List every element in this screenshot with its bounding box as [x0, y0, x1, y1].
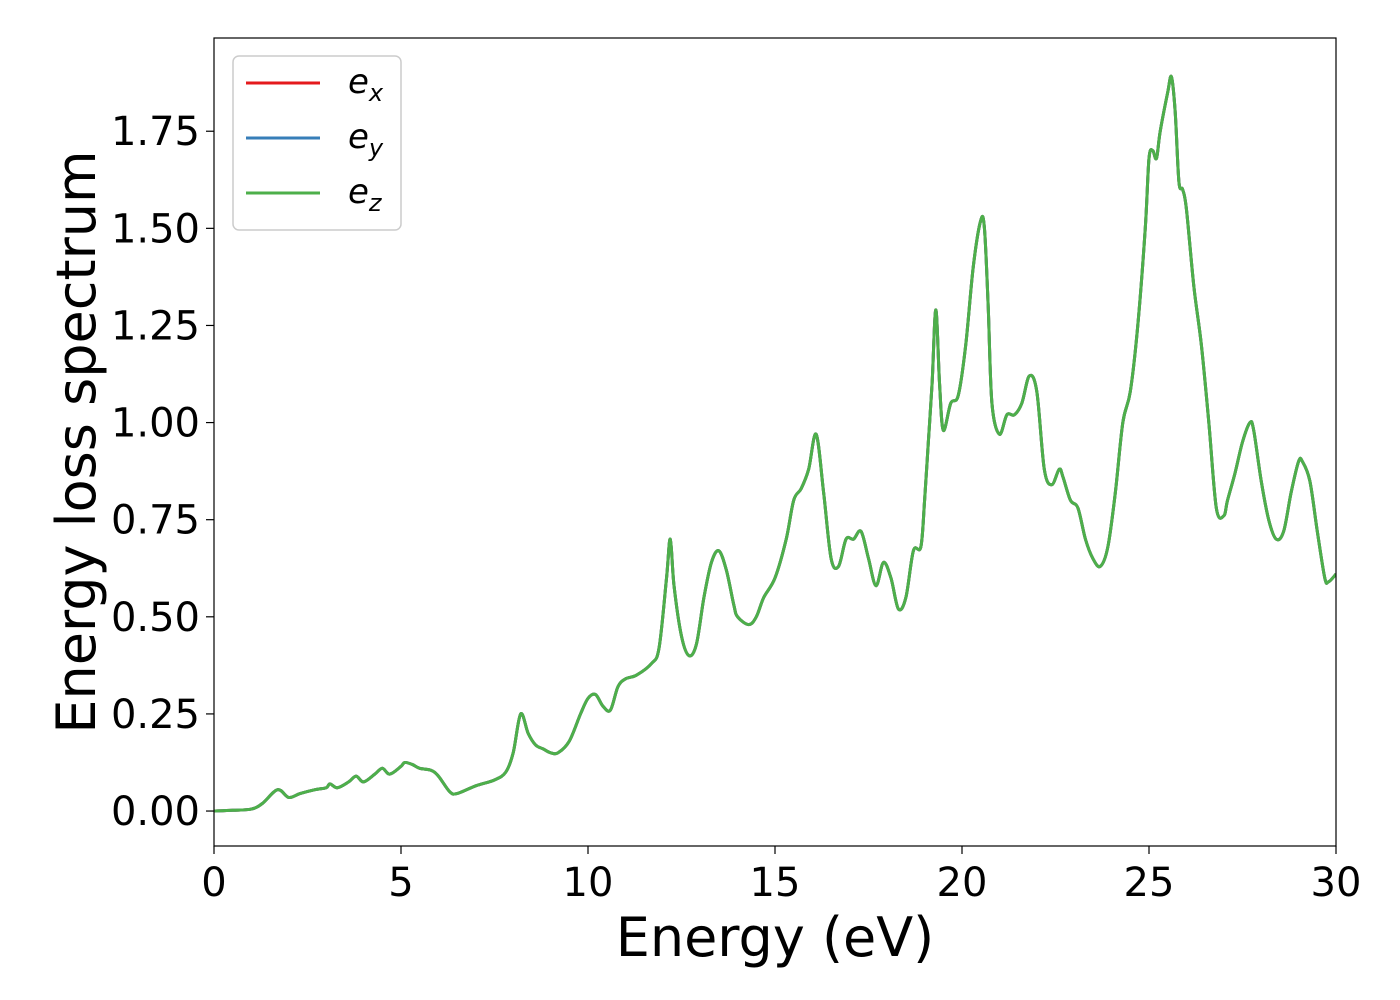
y-tick-label: 0.50	[111, 595, 200, 641]
legend-label-subscript: z	[368, 189, 383, 217]
y-tick-label: 0.75	[111, 498, 200, 544]
x-tick-label: 15	[750, 860, 801, 906]
y-tick-label: 1.00	[111, 401, 200, 447]
legend-label-subscript: y	[368, 134, 384, 162]
legend-label-ez: ez	[348, 172, 383, 217]
y-tick-label: 1.75	[111, 109, 200, 155]
x-tick-label: 5	[388, 860, 413, 906]
x-tick-label: 0	[201, 860, 226, 906]
y-tick-label: 1.50	[111, 206, 200, 252]
legend-box	[232, 55, 402, 231]
series-line-e-z	[214, 74, 1336, 813]
legend-label-subscript: x	[368, 79, 384, 107]
legend-label-base: e	[348, 172, 369, 212]
legend-label-ex: ex	[348, 62, 384, 107]
y-axis-label: Energy loss spectrum	[45, 150, 108, 733]
y-tick-label: 0.25	[111, 692, 200, 738]
x-tick-label: 20	[937, 860, 988, 906]
x-tick-label: 25	[1124, 860, 1175, 906]
x-axis-label: Energy (eV)	[616, 906, 935, 969]
x-tick-label: 30	[1311, 860, 1362, 906]
legend-label-ey: ey	[348, 117, 384, 162]
y-axis: 0.00 0.25 0.50 0.75 1.00 1.25 1.50 1.75	[111, 109, 214, 835]
x-axis: 0 5 10 15 20 25 30	[201, 846, 1361, 906]
y-tick-label: 0.00	[111, 789, 200, 835]
legend-label-base: e	[348, 62, 369, 102]
legend-label-base: e	[348, 117, 369, 157]
x-tick-label: 10	[563, 860, 614, 906]
y-tick-label: 1.25	[111, 303, 200, 349]
series-layer	[214, 74, 1336, 813]
